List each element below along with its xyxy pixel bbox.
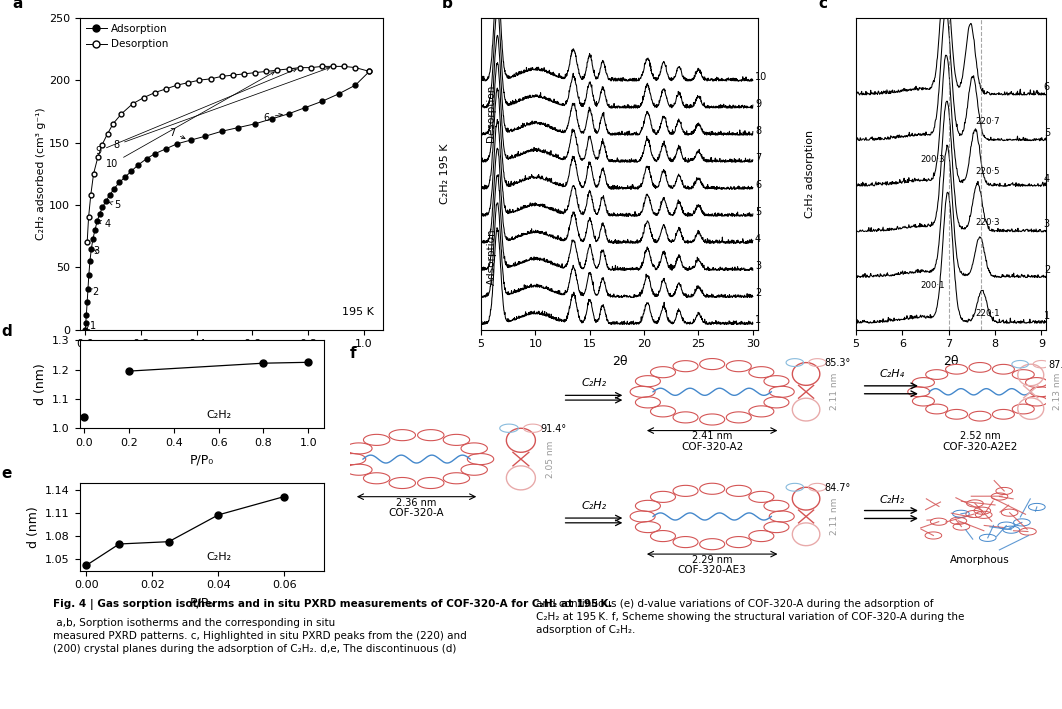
Text: Fig. 4 | Gas sorption isotherms and in situ PXRD measurements of COF-320-A for C: Fig. 4 | Gas sorption isotherms and in s…	[53, 599, 613, 610]
Text: 10: 10	[106, 72, 274, 169]
Text: 2.13 nm: 2.13 nm	[1054, 373, 1062, 411]
Text: C₂H₂: C₂H₂	[581, 378, 606, 388]
Text: C₂H₂: C₂H₂	[581, 501, 606, 510]
X-axis label: 2θ: 2θ	[943, 355, 959, 368]
Text: 6: 6	[1044, 82, 1050, 92]
Text: C₂H₂: C₂H₂	[879, 495, 904, 505]
Text: 7: 7	[755, 153, 761, 163]
Text: 220·5: 220·5	[976, 167, 1000, 177]
Text: Adsorption: Adsorption	[486, 228, 496, 285]
Text: 200·3: 200·3	[920, 155, 944, 164]
Text: 5: 5	[755, 207, 761, 217]
Text: COF-320-AE3: COF-320-AE3	[678, 565, 747, 575]
Text: 195 K: 195 K	[342, 307, 374, 317]
Text: e: e	[1, 466, 12, 481]
Text: 10: 10	[755, 72, 767, 82]
Text: 91.4°: 91.4°	[541, 424, 567, 434]
Text: COF-320-A2E2: COF-320-A2E2	[942, 442, 1017, 452]
Text: 3: 3	[1044, 219, 1050, 230]
X-axis label: 2θ: 2θ	[612, 355, 628, 368]
Text: 220·3: 220·3	[976, 218, 1000, 227]
Text: b: b	[442, 0, 453, 11]
Text: 5: 5	[1044, 128, 1050, 138]
Text: 1: 1	[755, 316, 761, 325]
Text: 2: 2	[89, 287, 99, 297]
Text: 2: 2	[1044, 265, 1050, 275]
Text: 87.5°: 87.5°	[1048, 359, 1062, 369]
Text: 5: 5	[109, 200, 121, 210]
Text: 3: 3	[755, 261, 761, 272]
Text: 4: 4	[755, 234, 761, 244]
Text: 2.11 nm: 2.11 nm	[829, 373, 839, 411]
Text: a,b, Sorption isotherms and the corresponding in situ
measured PXRD patterns. c,: a,b, Sorption isotherms and the correspo…	[53, 618, 467, 654]
Text: f: f	[349, 346, 357, 362]
Text: 6: 6	[263, 113, 282, 123]
Text: 200·1: 200·1	[920, 281, 944, 291]
Text: 9: 9	[755, 99, 761, 109]
Text: 2.41 nm: 2.41 nm	[692, 431, 733, 441]
Text: a: a	[13, 0, 23, 11]
Text: C₂H₂: C₂H₂	[207, 552, 232, 562]
Y-axis label: d (nm): d (nm)	[34, 364, 47, 405]
X-axis label: P/P₀: P/P₀	[220, 355, 243, 368]
Text: C₂H₂: C₂H₂	[207, 410, 232, 420]
Text: 85.3°: 85.3°	[825, 358, 851, 368]
Text: C₂H₄: C₂H₄	[879, 369, 904, 379]
Text: 9: 9	[95, 69, 296, 156]
Text: C₂H₂ adsorption: C₂H₂ adsorption	[805, 130, 816, 218]
Text: 8: 8	[755, 126, 761, 136]
Text: 2.52 nm: 2.52 nm	[960, 431, 1000, 441]
Text: 84.7°: 84.7°	[825, 483, 851, 493]
X-axis label: P/P₀: P/P₀	[190, 596, 213, 609]
Text: 4: 4	[98, 218, 110, 228]
Text: 2: 2	[755, 289, 761, 298]
Text: d: d	[1, 323, 13, 339]
Legend: Adsorption, Desorption: Adsorption, Desorption	[85, 23, 169, 50]
Text: 220·1: 220·1	[976, 308, 1000, 318]
Text: c: c	[818, 0, 827, 11]
Text: Desorption: Desorption	[486, 85, 496, 143]
Text: 2.36 nm: 2.36 nm	[396, 498, 436, 508]
Text: 8: 8	[113, 67, 330, 150]
Text: COF-320-A: COF-320-A	[389, 508, 444, 518]
Text: 7: 7	[169, 128, 185, 139]
Text: 2.29 nm: 2.29 nm	[692, 554, 733, 565]
Text: COF-320-A2: COF-320-A2	[681, 442, 743, 452]
Text: 1: 1	[86, 321, 97, 331]
Text: C₂H₂ 195 K: C₂H₂ 195 K	[440, 143, 450, 204]
Text: and continuous (e) d-value variations of COF-320-A during the adsorption of
C₂H₂: and continuous (e) d-value variations of…	[536, 599, 964, 635]
Text: 1: 1	[1044, 311, 1050, 320]
X-axis label: P/P₀: P/P₀	[190, 454, 213, 467]
Text: 6: 6	[755, 180, 761, 190]
Text: 4: 4	[1044, 174, 1050, 184]
Text: Amorphous: Amorphous	[950, 554, 1010, 565]
Y-axis label: C₂H₂ adsorbed (cm³ g⁻¹): C₂H₂ adsorbed (cm³ g⁻¹)	[36, 107, 46, 240]
Text: 2.05 nm: 2.05 nm	[546, 440, 555, 478]
Text: 220·7: 220·7	[976, 116, 1000, 125]
Text: 3: 3	[93, 246, 100, 256]
Y-axis label: d (nm): d (nm)	[27, 506, 39, 547]
Text: 2.11 nm: 2.11 nm	[829, 498, 839, 535]
